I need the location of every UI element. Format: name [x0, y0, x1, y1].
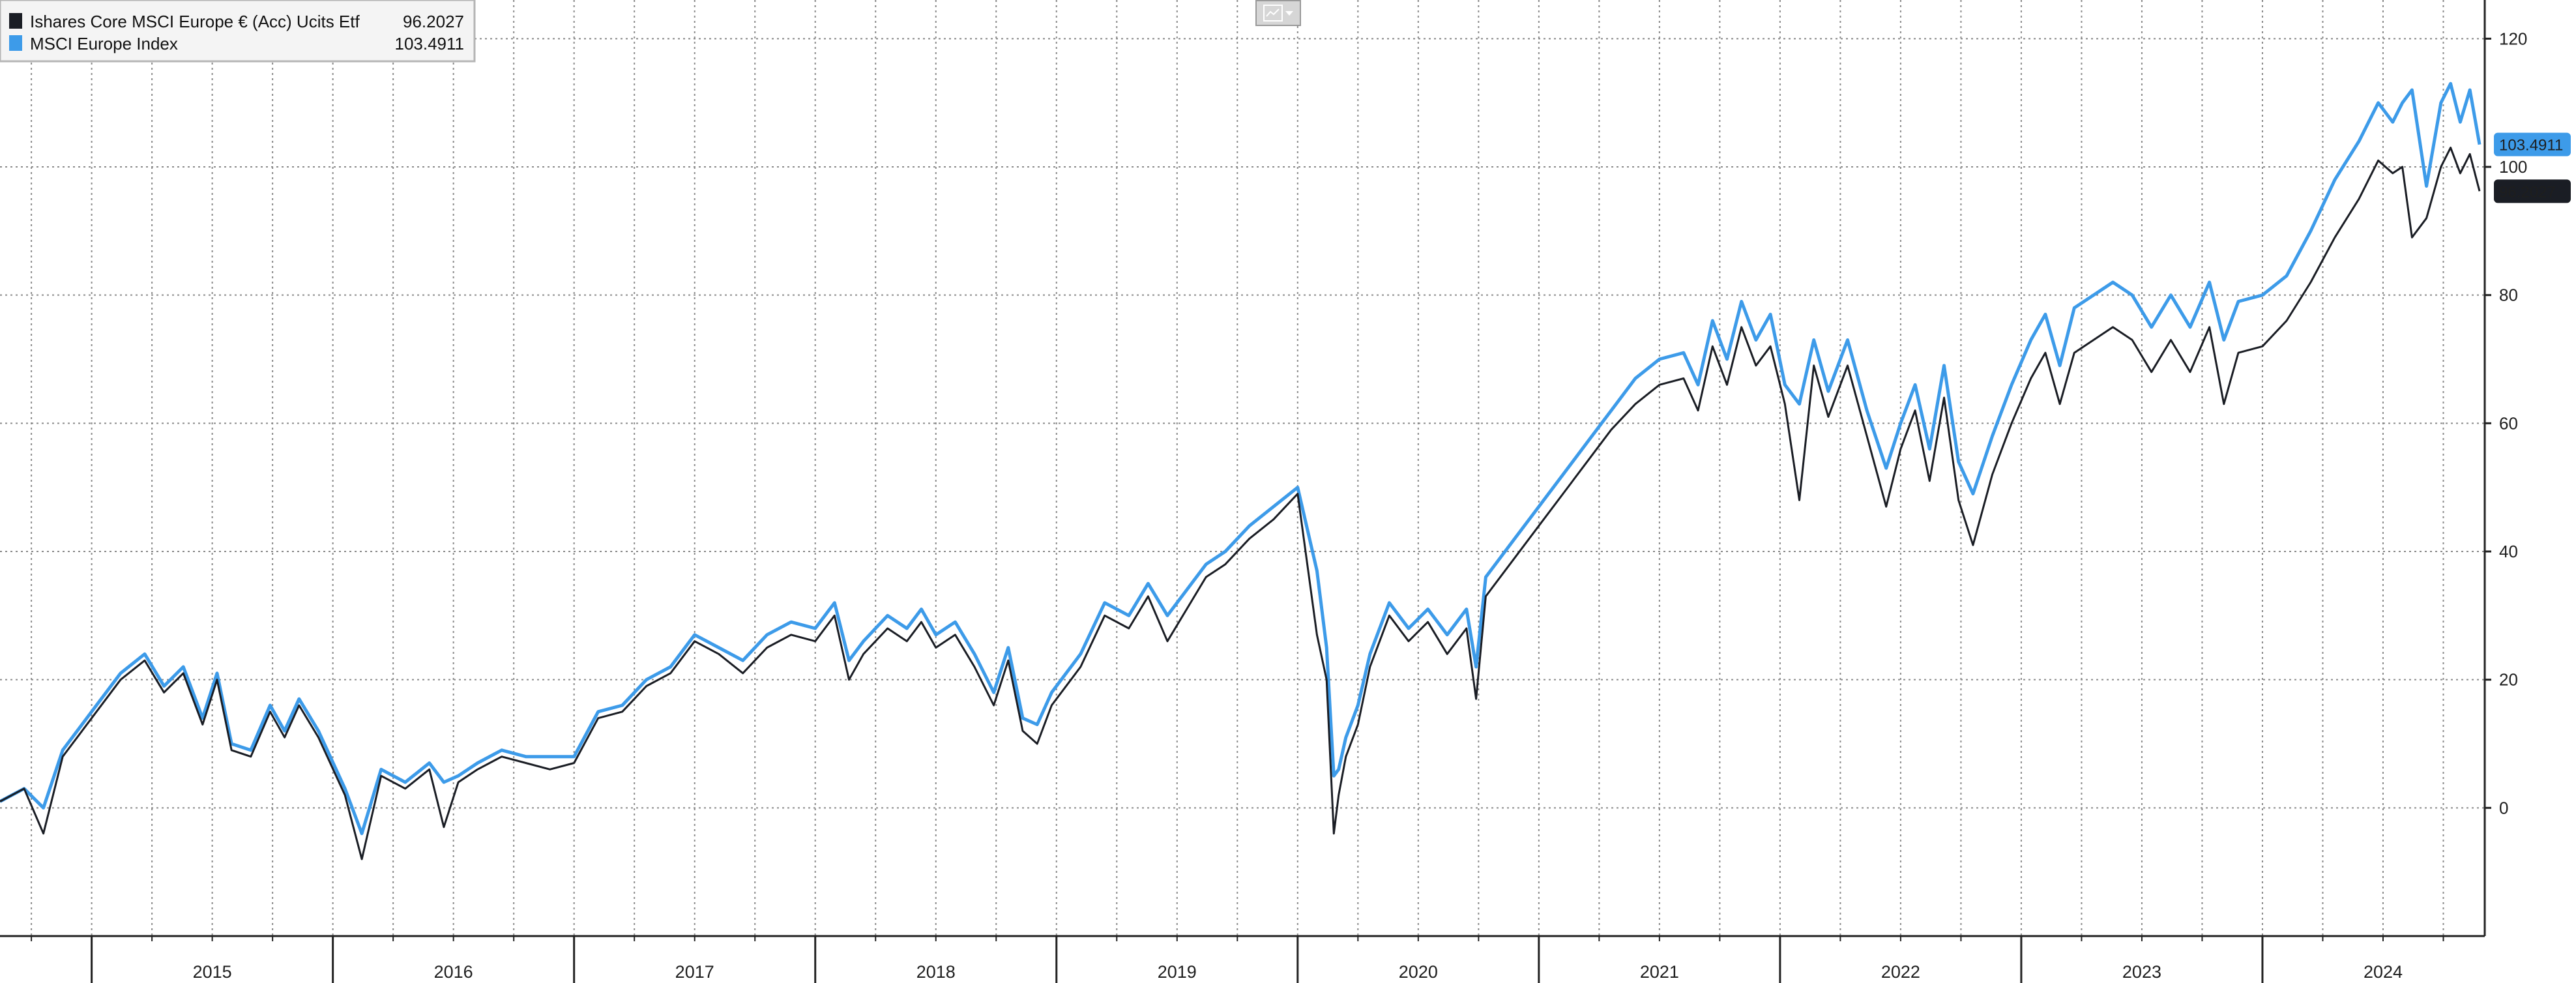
y-tick-label: 40: [2499, 542, 2518, 561]
legend-value-index: 103.4911: [394, 34, 464, 53]
series-lines: [0, 81, 2481, 860]
last-value-label-index: 103.4911: [2494, 132, 2571, 156]
y-tick-label: 120: [2499, 29, 2527, 48]
legend-box: [0, 0, 476, 63]
chevron-down-icon[interactable]: [1285, 10, 1293, 16]
y-tick-label: 100: [2499, 157, 2527, 177]
y-tick-label: 0: [2499, 798, 2508, 817]
legend-value-etf: 96.2027: [403, 12, 464, 31]
chart-type-toolbar[interactable]: [1255, 0, 1301, 26]
x-tick-label: 2015: [193, 962, 232, 982]
x-axis: 2015 2016 2017 2018 2019 2020 2021 2022 2023 2024: [0, 935, 2485, 983]
series-line-etf: [0, 147, 2481, 860]
last-value-box-etf: [2494, 179, 2571, 203]
x-tick-label: 2020: [1399, 962, 1438, 982]
y-tick-label: 60: [2499, 413, 2518, 433]
y-axis: 120 100 80 60 40 20 0: [2483, 0, 2527, 936]
last-value-text-etf: 96.2027: [2499, 183, 2556, 201]
grid-lines: [0, 0, 2485, 936]
x-tick-label: 2017: [675, 962, 714, 982]
x-tick-label: 2021: [1640, 962, 1679, 982]
legend-label-etf: Ishares Core MSCI Europe € (Acc) Ucits E…: [30, 12, 360, 31]
legend-swatch-etf: [9, 13, 22, 29]
legend-label-index: MSCI Europe Index: [30, 34, 178, 53]
last-value-box-index: [2494, 132, 2571, 156]
last-value-labels: 103.4911 96.2027: [2494, 132, 2571, 203]
x-tick-label: 2016: [434, 962, 473, 982]
line-chart-icon[interactable]: [1263, 5, 1283, 22]
legend[interactable]: Ishares Core MSCI Europe € (Acc) Ucits E…: [0, 0, 476, 63]
legend-swatch-index: [9, 35, 22, 51]
series-line-index: [0, 81, 2481, 836]
last-value-text-index: 103.4911: [2499, 137, 2563, 154]
x-tick-label: 2019: [1158, 962, 1197, 982]
x-tick-label: 2023: [2122, 962, 2161, 982]
y-tick-label: 20: [2499, 670, 2518, 690]
x-tick-label: 2022: [1881, 962, 1920, 982]
y-tick-label: 80: [2499, 286, 2518, 305]
last-value-label-etf: 96.2027: [2494, 179, 2571, 203]
x-tick-label: 2024: [2364, 962, 2403, 982]
x-tick-label: 2018: [916, 962, 956, 982]
